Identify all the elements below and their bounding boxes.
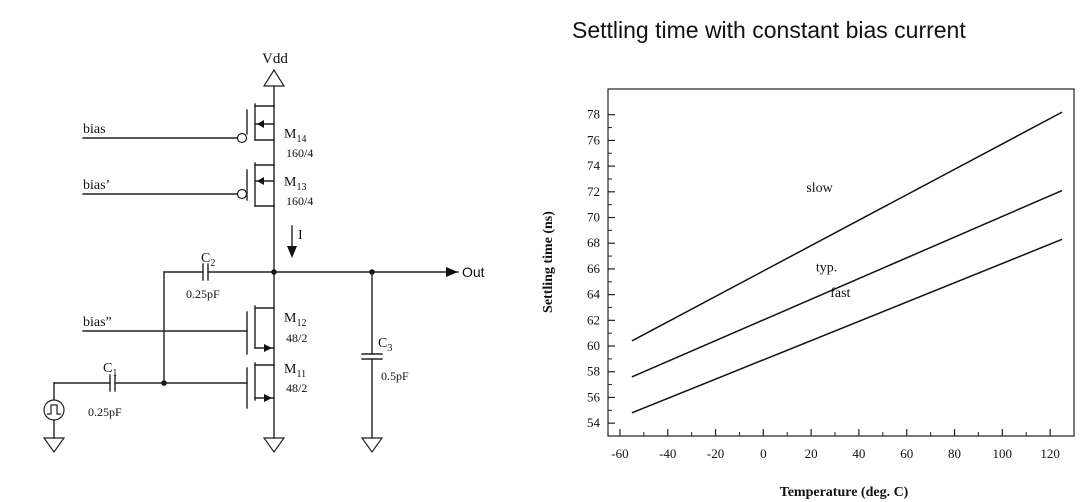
y-tick-label: 66 <box>587 261 601 276</box>
series-label-slow: slow <box>806 181 833 196</box>
transistor-m13 <box>236 162 275 207</box>
transistor-m12 <box>246 305 275 355</box>
ground-c3 <box>360 437 384 454</box>
y-tick-label: 56 <box>587 389 601 404</box>
x-tick-label: 120 <box>1040 446 1060 461</box>
x-tick-label: 0 <box>760 446 767 461</box>
capacitor-c3 <box>361 353 383 360</box>
m12-size: 48/2 <box>286 331 307 345</box>
x-tick-label: -20 <box>707 446 724 461</box>
m14-size: 160/4 <box>286 146 313 160</box>
y-tick-label: 54 <box>587 415 601 430</box>
circuit-schematic: Vdd bias M14 160/4 <box>42 51 485 454</box>
y-tick-label: 72 <box>587 184 600 199</box>
x-tick-label: 20 <box>805 446 818 461</box>
settling-time-chart: -60 -40 -20 0 20 40 60 80 100 120 54 56 58 60 62 64 66 6… <box>541 88 1075 500</box>
x-tick-label: 60 <box>900 446 913 461</box>
x-tick-label: -40 <box>659 446 676 461</box>
m14-label: M14 <box>284 127 306 145</box>
current-label: I <box>298 228 303 243</box>
x-tick-label: 80 <box>948 446 961 461</box>
bias-label: bias <box>83 122 106 137</box>
bias-dprime-label: bias” <box>83 315 112 330</box>
y-tick-label: 68 <box>587 235 600 250</box>
y-tick-label: 58 <box>587 364 600 379</box>
x-axis: -60 -40 -20 0 20 40 60 80 100 120 <box>611 429 1060 461</box>
transistor-m14 <box>236 103 275 144</box>
series-line-slow <box>631 111 1063 342</box>
series-label-fast: fast <box>830 286 850 301</box>
out-label: Out <box>462 264 485 280</box>
ground-m11 <box>262 437 286 454</box>
x-tick-label: 40 <box>852 446 865 461</box>
x-axis-label: Temperature (deg. C) <box>780 485 909 500</box>
m11-label: M11 <box>284 362 306 380</box>
series-line-typ <box>631 189 1063 378</box>
plot-frame <box>607 88 1075 437</box>
m13-label: M13 <box>284 175 306 193</box>
transistor-m11 <box>246 362 275 409</box>
pulse-source-icon <box>43 399 65 421</box>
x-tick-label: -60 <box>611 446 628 461</box>
m12-label: M12 <box>284 311 306 329</box>
vdd-symbol <box>262 68 286 87</box>
c1-value: 0.25pF <box>88 405 122 419</box>
m13-size: 160/4 <box>286 194 313 208</box>
c2-label: C2 <box>201 251 215 269</box>
capacitor-c2 <box>202 263 209 281</box>
y-tick-label: 70 <box>587 210 600 225</box>
y-tick-label: 62 <box>587 312 600 327</box>
out-arrow <box>446 267 458 277</box>
x-tick-label: 100 <box>993 446 1013 461</box>
ground-source <box>42 437 66 454</box>
y-tick-label: 64 <box>587 287 601 302</box>
y-tick-label: 76 <box>587 132 601 147</box>
c1-label: C1 <box>103 361 117 379</box>
y-tick-label: 74 <box>587 158 601 173</box>
y-tick-label: 78 <box>587 107 600 122</box>
c3-label: C3 <box>378 336 392 354</box>
series-lines: slow typ. fast <box>631 111 1063 414</box>
c2-value: 0.25pF <box>186 287 220 301</box>
y-axis-label: Settling time (ns) <box>541 211 556 313</box>
c3-value: 0.5pF <box>381 369 409 383</box>
series-line-fast <box>631 238 1063 414</box>
series-label-typ: typ. <box>816 260 837 275</box>
y-axis: 54 56 58 60 62 64 66 68 70 72 74 76 78 <box>587 107 615 430</box>
bias-prime-label: bias’ <box>83 178 110 193</box>
y-tick-label: 60 <box>587 338 600 353</box>
vdd-label: Vdd <box>262 51 288 67</box>
chart-title: Settling time with constant bias current <box>572 17 966 43</box>
m11-size: 48/2 <box>286 381 307 395</box>
